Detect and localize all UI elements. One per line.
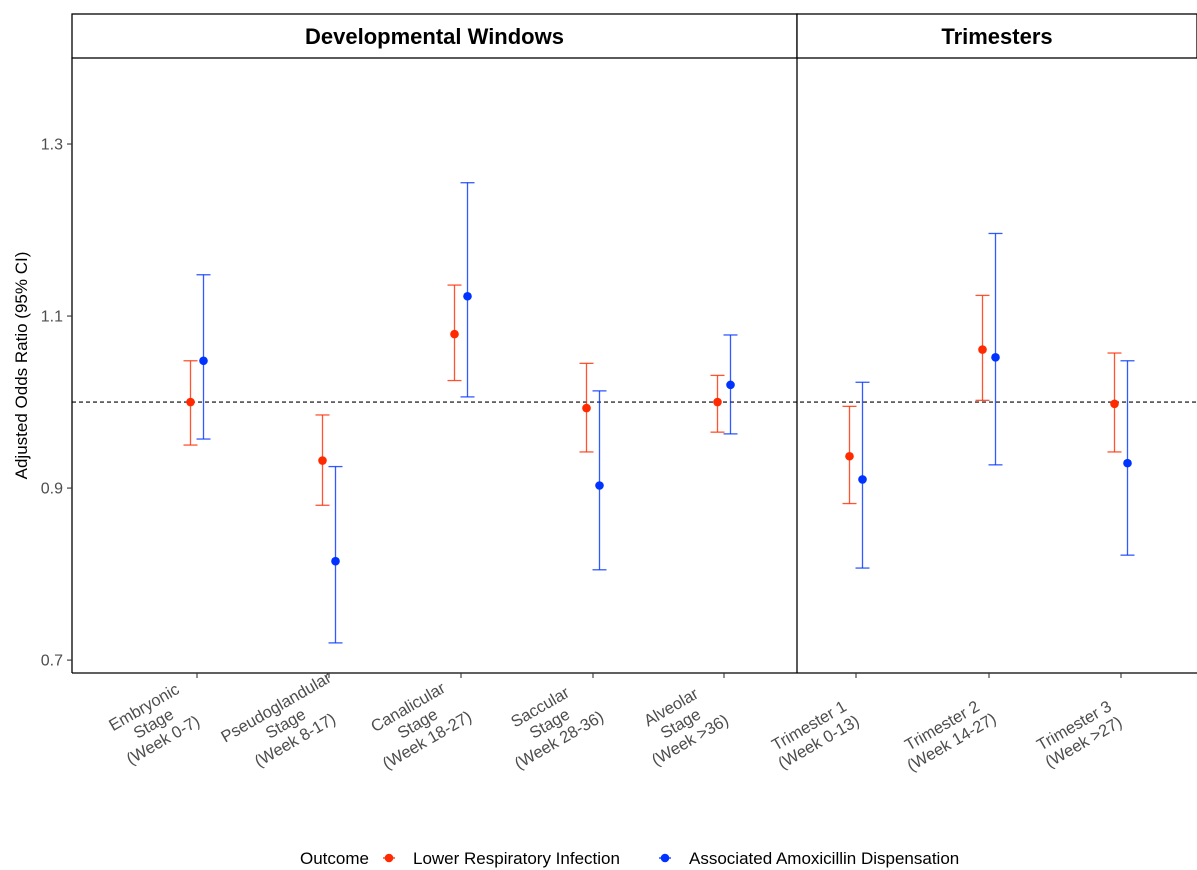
legend-entry-label: Lower Respiratory Infection [413, 849, 620, 868]
point-estimate [595, 481, 604, 490]
y-tick-label: 1.1 [41, 309, 63, 326]
x-category-label: SaccularStage(Week 28-36) [493, 675, 607, 773]
point-estimate [1123, 458, 1132, 468]
x-category-label: Trimester 1(Week 0-13) [766, 696, 863, 773]
point-estimate [199, 356, 208, 366]
y-tick-label: 0.7 [41, 653, 63, 670]
facet-strip [796, 13, 1197, 59]
point-estimate [1110, 399, 1119, 409]
y-tick-label: 0.9 [41, 481, 63, 498]
facet-title: Developmental Windows [305, 24, 564, 49]
point-estimate [845, 451, 854, 461]
x-category-label: Trimester 2(Week 14-27) [895, 693, 1000, 775]
y-axis-title: Adjusted Odds Ratio (95% CI) [12, 252, 31, 480]
y-tick-label: 1.3 [41, 137, 63, 154]
x-category-label: PseudoglandularStage(Week 8-17) [218, 669, 354, 780]
x-category-label: EmbryonicStage(Week 0-7) [105, 679, 203, 768]
point-estimate [858, 475, 867, 484]
point-estimate [450, 329, 459, 339]
point-estimate [331, 556, 340, 566]
point-estimate [186, 397, 195, 407]
point-estimate [318, 456, 327, 465]
x-category-label: AlveolarStage(Week >36) [630, 678, 732, 769]
legend-title: Outcome [300, 849, 369, 868]
legend-key-point [660, 853, 670, 863]
point-estimate [582, 403, 591, 413]
point-estimate [463, 291, 472, 301]
point-estimate [713, 397, 722, 407]
legend-key-point [384, 853, 394, 863]
point-estimate [978, 345, 987, 354]
point-estimate [991, 353, 1000, 362]
legend-entry-label: Associated Amoxicillin Dispensation [689, 849, 959, 868]
x-category-label: Trimester 3(Week >27) [1033, 697, 1126, 772]
facet-strip [71, 13, 798, 59]
facet-title: Trimesters [941, 24, 1052, 49]
point-estimate [726, 380, 735, 390]
x-category-label: CanalicularStage(Week 18-27) [361, 675, 475, 773]
